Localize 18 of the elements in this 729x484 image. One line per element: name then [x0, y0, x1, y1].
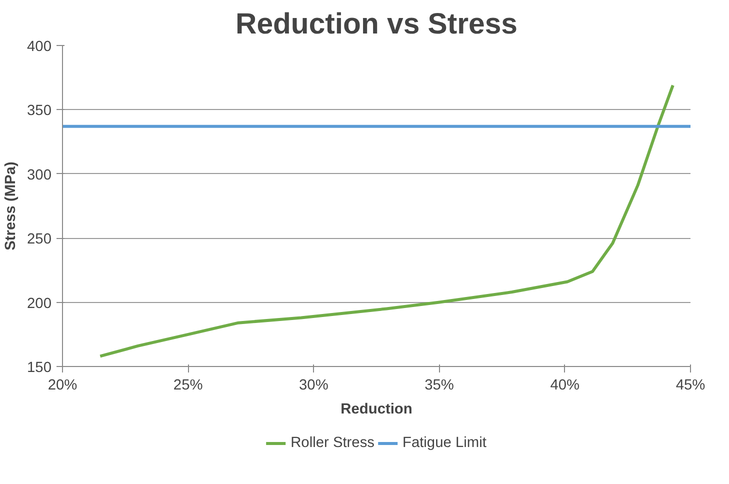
- legend-label: Fatigue Limit: [402, 434, 486, 450]
- line-series: [98, 84, 674, 358]
- y-axis-title: Stress (MPa): [3, 161, 20, 250]
- y-tick-label: 150: [27, 360, 52, 376]
- y-tick-label: 300: [27, 167, 52, 184]
- y-tick-label: 200: [27, 296, 52, 312]
- y-tick-label: 350: [27, 103, 52, 120]
- x-tick-label: 40%: [550, 378, 580, 394]
- x-tick-label: 20%: [48, 378, 78, 394]
- chart-title: Reduction vs Stress: [236, 8, 518, 40]
- legend-label: Roller Stress: [290, 434, 374, 450]
- y-tick-label: 400: [27, 39, 52, 55]
- x-tick-label: 25%: [173, 378, 203, 394]
- x-tick-label: 35%: [424, 378, 454, 394]
- x-tick-label: 30%: [299, 378, 328, 394]
- y-tick-label: 250: [27, 232, 52, 248]
- x-axis-title: Reduction: [340, 402, 412, 418]
- x-tick-label: 45%: [676, 378, 706, 394]
